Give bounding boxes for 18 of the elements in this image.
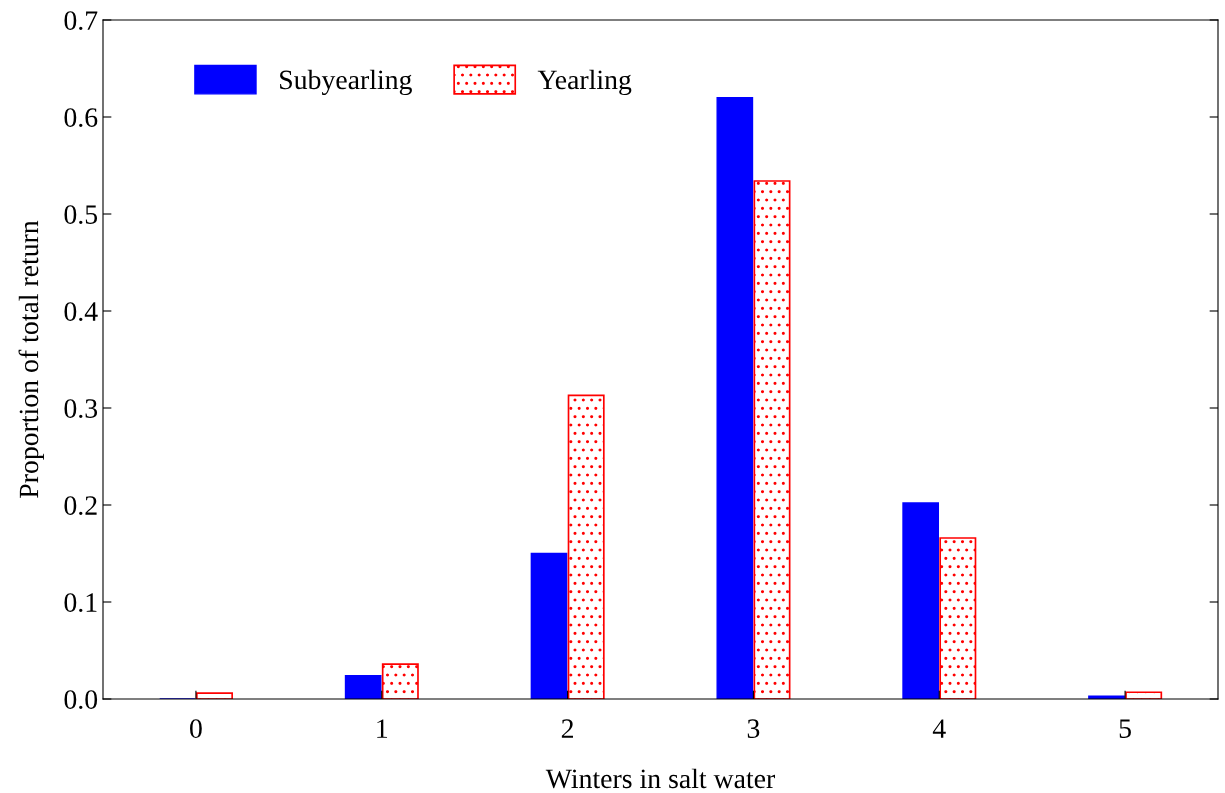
x-tick-label: 0: [190, 719, 202, 738]
legend-label: Yearling: [537, 69, 632, 95]
y-tick-label: 0.2: [64, 496, 97, 516]
y-tick-label: 0.4: [64, 302, 98, 322]
y-tick-label: 0.6: [64, 108, 98, 128]
legend-label: Subyearling: [280, 69, 412, 95]
x-tick-label: 5: [1119, 719, 1131, 738]
x-tick-label: 4: [932, 719, 946, 738]
x-tick-label: 1: [377, 719, 388, 738]
y-axis-title: Proportion of total return: [18, 220, 44, 498]
y-tick-label: 0.0: [64, 690, 98, 710]
y-tick-label: 0.1: [64, 593, 97, 613]
x-axis-title: Winters in salt water: [545, 768, 776, 789]
y-tick-label: 0.3: [64, 399, 98, 419]
x-tick-label: 3: [747, 719, 760, 738]
x-tick-label: 2: [561, 719, 573, 738]
y-tick-label: 0.7: [64, 11, 98, 31]
y-tick-label: 0.5: [64, 205, 98, 225]
